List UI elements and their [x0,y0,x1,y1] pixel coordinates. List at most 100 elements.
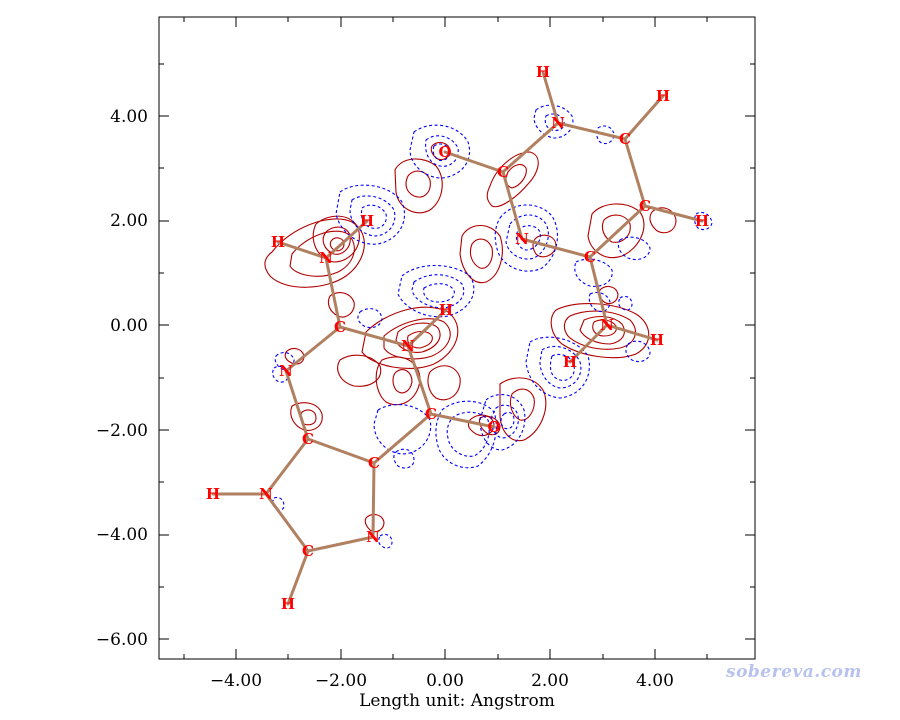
negative-contour [409,124,470,179]
bond [501,121,560,174]
negative-contour [349,195,396,237]
bond [568,323,609,364]
negative-contour [425,135,459,167]
negative-contour [618,295,633,311]
positive-contour [264,218,365,288]
positive-contour [375,356,421,406]
atom-label: N [551,114,565,132]
atom-label: C [334,318,346,336]
atom-label: C [619,130,631,148]
positive-contour [430,141,451,161]
atom-label: H [360,212,374,230]
positive-contour [290,402,323,431]
bond [643,204,704,223]
negative-contour [500,411,515,430]
negative-contour [357,308,383,329]
atom-label: C [584,248,596,266]
atom-label: N [279,362,293,380]
bond [306,535,375,553]
watermark: sobereva.com [726,662,862,682]
positive-contour [499,377,547,442]
y-tick-label: 2.00 [110,211,148,231]
bond [588,255,609,327]
contour-lines [264,104,713,549]
positive-contour [312,215,360,263]
negative-contour [378,533,393,549]
bond [520,237,592,259]
bond [371,461,376,539]
negative-contour [533,104,574,139]
atom-label: C [497,163,509,181]
negative-contour [494,204,558,272]
axis-ticks [159,17,755,659]
positive-contour [337,354,382,387]
bond [406,308,448,348]
plot-frame [158,16,756,660]
bond [429,412,496,429]
atom-label: C [302,430,314,448]
y-tick-label: 0.00 [110,316,148,336]
atom-label: H [271,233,285,251]
negative-contour [335,184,405,245]
atom-label: H [536,63,550,81]
atom-label: C [368,454,380,472]
atom-labels: H N C H C H O C N C N H H H N H C N H N … [206,63,709,613]
negative-contour [525,336,590,399]
positive-contour [364,513,385,533]
atom-label: H [281,595,295,613]
bond [338,325,410,348]
atom-label: H [650,331,664,349]
positive-contour [550,303,650,359]
positive-contour [509,388,535,421]
positive-contour [469,238,493,269]
bond [406,344,433,416]
atom-label: O [487,418,500,436]
atom-label: N [319,249,333,267]
positive-contour [322,226,351,255]
negative-contour [588,291,611,313]
atom-label: N [515,230,529,248]
bond [605,323,659,342]
negative-contour [446,411,490,457]
positive-contour [649,207,677,234]
bond [264,492,310,553]
bond [276,240,328,260]
positive-contour [327,292,355,318]
positive-contour [405,170,431,198]
bond [306,437,376,465]
y-tick-label: 4.00 [110,107,148,127]
positive-contour [427,365,461,401]
atom-label: H [656,87,670,105]
atom-label: N [401,337,415,355]
negative-contour [515,225,541,251]
bond [541,70,560,125]
bonds [211,70,704,606]
bond [284,325,342,373]
negative-contour [397,265,475,318]
negative-contour [479,394,526,451]
atom-label: N [366,528,380,546]
bond [556,121,627,141]
positive-contour [284,347,305,365]
positive-contour [486,151,539,208]
bond [284,369,310,441]
bond [324,256,342,329]
atom-label: C [425,405,437,423]
atom-label: C [302,542,314,560]
x-axis-title: Length unit: Angstrom [359,691,555,711]
atom-label: H [563,353,577,371]
positive-contour [395,322,441,353]
x-tick-label: 0.00 [426,671,464,691]
negative-contour [694,211,713,231]
bond [264,437,310,496]
negative-contour [373,404,432,455]
negative-contour [411,274,465,309]
bond [443,150,505,174]
negative-contour [625,340,651,363]
negative-contour [393,448,415,469]
y-axis-tick-labels: 4.00 2.00 0.00 −2.00 −4.00 −6.00 [96,107,148,650]
y-tick-label: −2.00 [96,421,148,441]
negative-contour [505,214,549,260]
positive-contour [532,234,557,258]
atom-label: H [439,301,453,319]
